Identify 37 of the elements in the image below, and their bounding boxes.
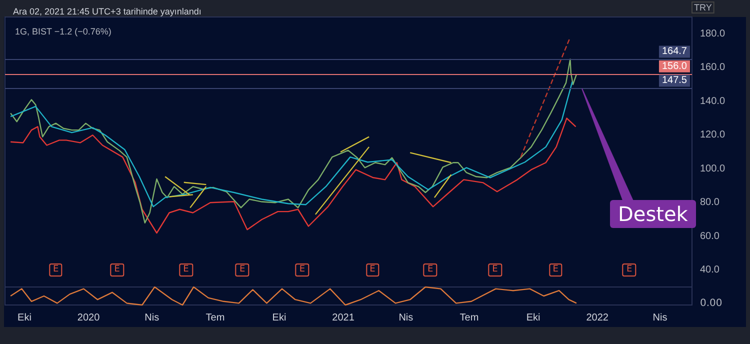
x-tick-label: 2021 bbox=[332, 312, 355, 324]
annotation: E bbox=[110, 264, 124, 277]
y-tick-label: 40.0 bbox=[700, 264, 720, 276]
x-tick-label: Eki bbox=[272, 312, 286, 324]
annotation: E bbox=[179, 264, 193, 277]
ref-line-label: 164.7 bbox=[662, 46, 688, 58]
x-tick-label: 2020 bbox=[77, 312, 100, 324]
x-tick-label: Tem bbox=[460, 312, 479, 324]
y-tick-label: 80.0 bbox=[700, 197, 720, 208]
y-axis-title: TRY bbox=[694, 2, 712, 12]
annotation: E bbox=[423, 264, 438, 277]
annotation: Destek bbox=[610, 200, 696, 228]
y-tick-label: 160.0 bbox=[700, 62, 726, 74]
x-tick-label: Nis bbox=[398, 312, 414, 324]
annotation: E bbox=[366, 264, 380, 277]
x-tick-label: 2022 bbox=[586, 312, 609, 324]
annotation: E bbox=[548, 264, 562, 277]
y-tick-label: 180.0 bbox=[700, 28, 726, 40]
chart-title: Ara 02, 2021 21:45 UTC+3 tarihinde yayınlandı bbox=[13, 6, 202, 16]
x-tick-label: Nis bbox=[144, 312, 160, 324]
annotation: E bbox=[488, 264, 502, 277]
x-tick-label: Tem bbox=[206, 312, 225, 324]
annotation: E bbox=[622, 264, 636, 277]
y-tick-label: 120.0 bbox=[700, 130, 726, 141]
ref-line-label: 156.0 bbox=[662, 60, 688, 72]
annotation: E bbox=[295, 264, 310, 277]
annotation: E bbox=[48, 264, 63, 277]
y-tick-label: 140.0 bbox=[700, 96, 726, 107]
x-tick-label: Eki bbox=[18, 312, 32, 324]
text: 1G, BIST −1.2 (−0.76%) bbox=[15, 26, 112, 36]
x-tick-label: Eki bbox=[526, 312, 540, 324]
annotation: E bbox=[236, 264, 250, 277]
y-tick-label: 60.0 bbox=[700, 230, 720, 242]
text: 0.00 bbox=[700, 298, 722, 309]
x-tick-label: Nis bbox=[652, 312, 668, 324]
y-tick-label: 100.0 bbox=[700, 163, 726, 174]
ref-line-label: 147.5 bbox=[662, 75, 688, 86]
